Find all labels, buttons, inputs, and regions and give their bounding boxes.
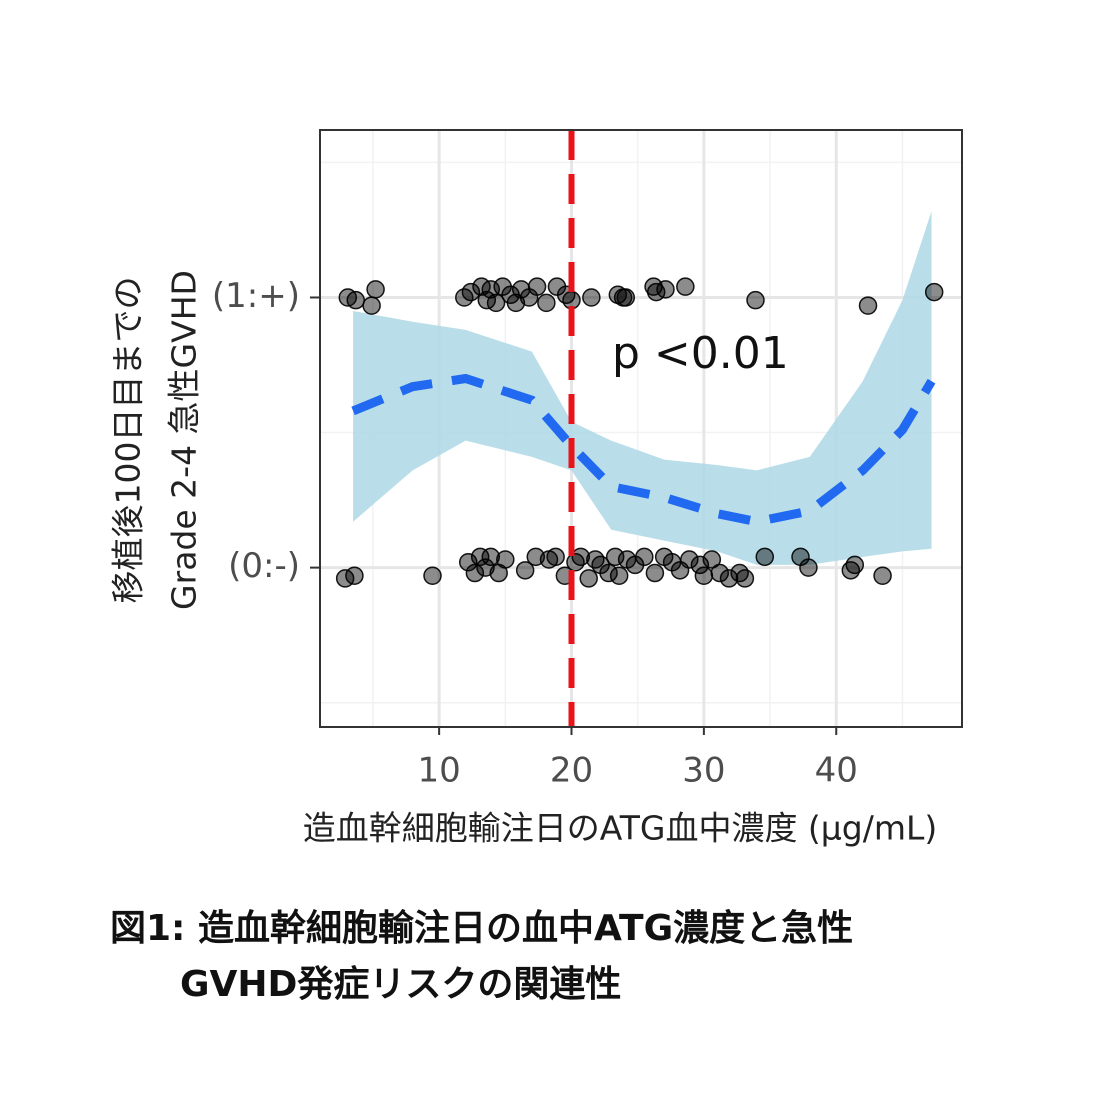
y-tick-label: (0:-) <box>228 546 300 586</box>
point <box>366 280 385 299</box>
point <box>346 290 365 310</box>
point <box>694 566 714 585</box>
point <box>690 555 710 575</box>
caption: GVHD発症リスクの関連性 <box>180 964 621 1005</box>
y-axis-title-line: 移植後100日目までの <box>109 277 148 604</box>
point <box>845 555 865 575</box>
x-tick-label: 30 <box>682 751 725 791</box>
point <box>873 566 892 585</box>
point <box>566 552 585 572</box>
annotation: p <0.01 <box>612 328 789 379</box>
x-tick-label: 20 <box>550 751 593 791</box>
point <box>586 550 605 569</box>
point <box>599 563 618 583</box>
point <box>465 563 485 583</box>
point <box>730 563 749 583</box>
point <box>486 293 506 313</box>
point <box>546 547 565 567</box>
point <box>579 569 598 588</box>
point <box>527 277 547 296</box>
plot-border <box>319 129 963 728</box>
point <box>571 547 591 567</box>
point <box>656 280 675 299</box>
x-tick-label: 40 <box>815 751 858 791</box>
point <box>461 282 481 302</box>
point <box>746 290 765 310</box>
x-axis-title: 造血幹細胞輸注日のATG血中濃度 (μg/mL) <box>303 809 938 848</box>
confidence-band <box>353 211 932 565</box>
point <box>858 296 878 315</box>
point <box>537 293 556 313</box>
point <box>481 547 501 567</box>
point <box>702 550 722 569</box>
point <box>345 566 364 585</box>
fit-line <box>351 373 936 527</box>
point <box>680 550 699 569</box>
point <box>719 569 739 588</box>
point <box>755 547 775 567</box>
point <box>735 569 755 588</box>
point <box>799 558 818 577</box>
point <box>710 563 730 583</box>
point <box>362 296 381 315</box>
point <box>616 288 636 307</box>
point <box>676 277 695 296</box>
point <box>515 561 535 580</box>
point <box>423 566 442 585</box>
caption: 図1: 造血幹細胞輸注日の血中ATG濃度と急性 <box>110 907 853 949</box>
point <box>609 566 629 585</box>
point <box>496 550 515 569</box>
point <box>635 547 654 567</box>
y-axis-title: 移植後100日目までの Grade 2-4 急性GVHD <box>109 270 204 610</box>
x-tick-label: 10 <box>418 751 461 791</box>
point <box>582 288 601 307</box>
point <box>924 282 944 302</box>
y-axis-title-line: Grade 2-4 急性GVHD <box>165 270 204 610</box>
point <box>470 547 490 567</box>
y-tick-label: (1:+) <box>212 276 300 316</box>
point <box>645 563 665 583</box>
point <box>459 552 478 572</box>
